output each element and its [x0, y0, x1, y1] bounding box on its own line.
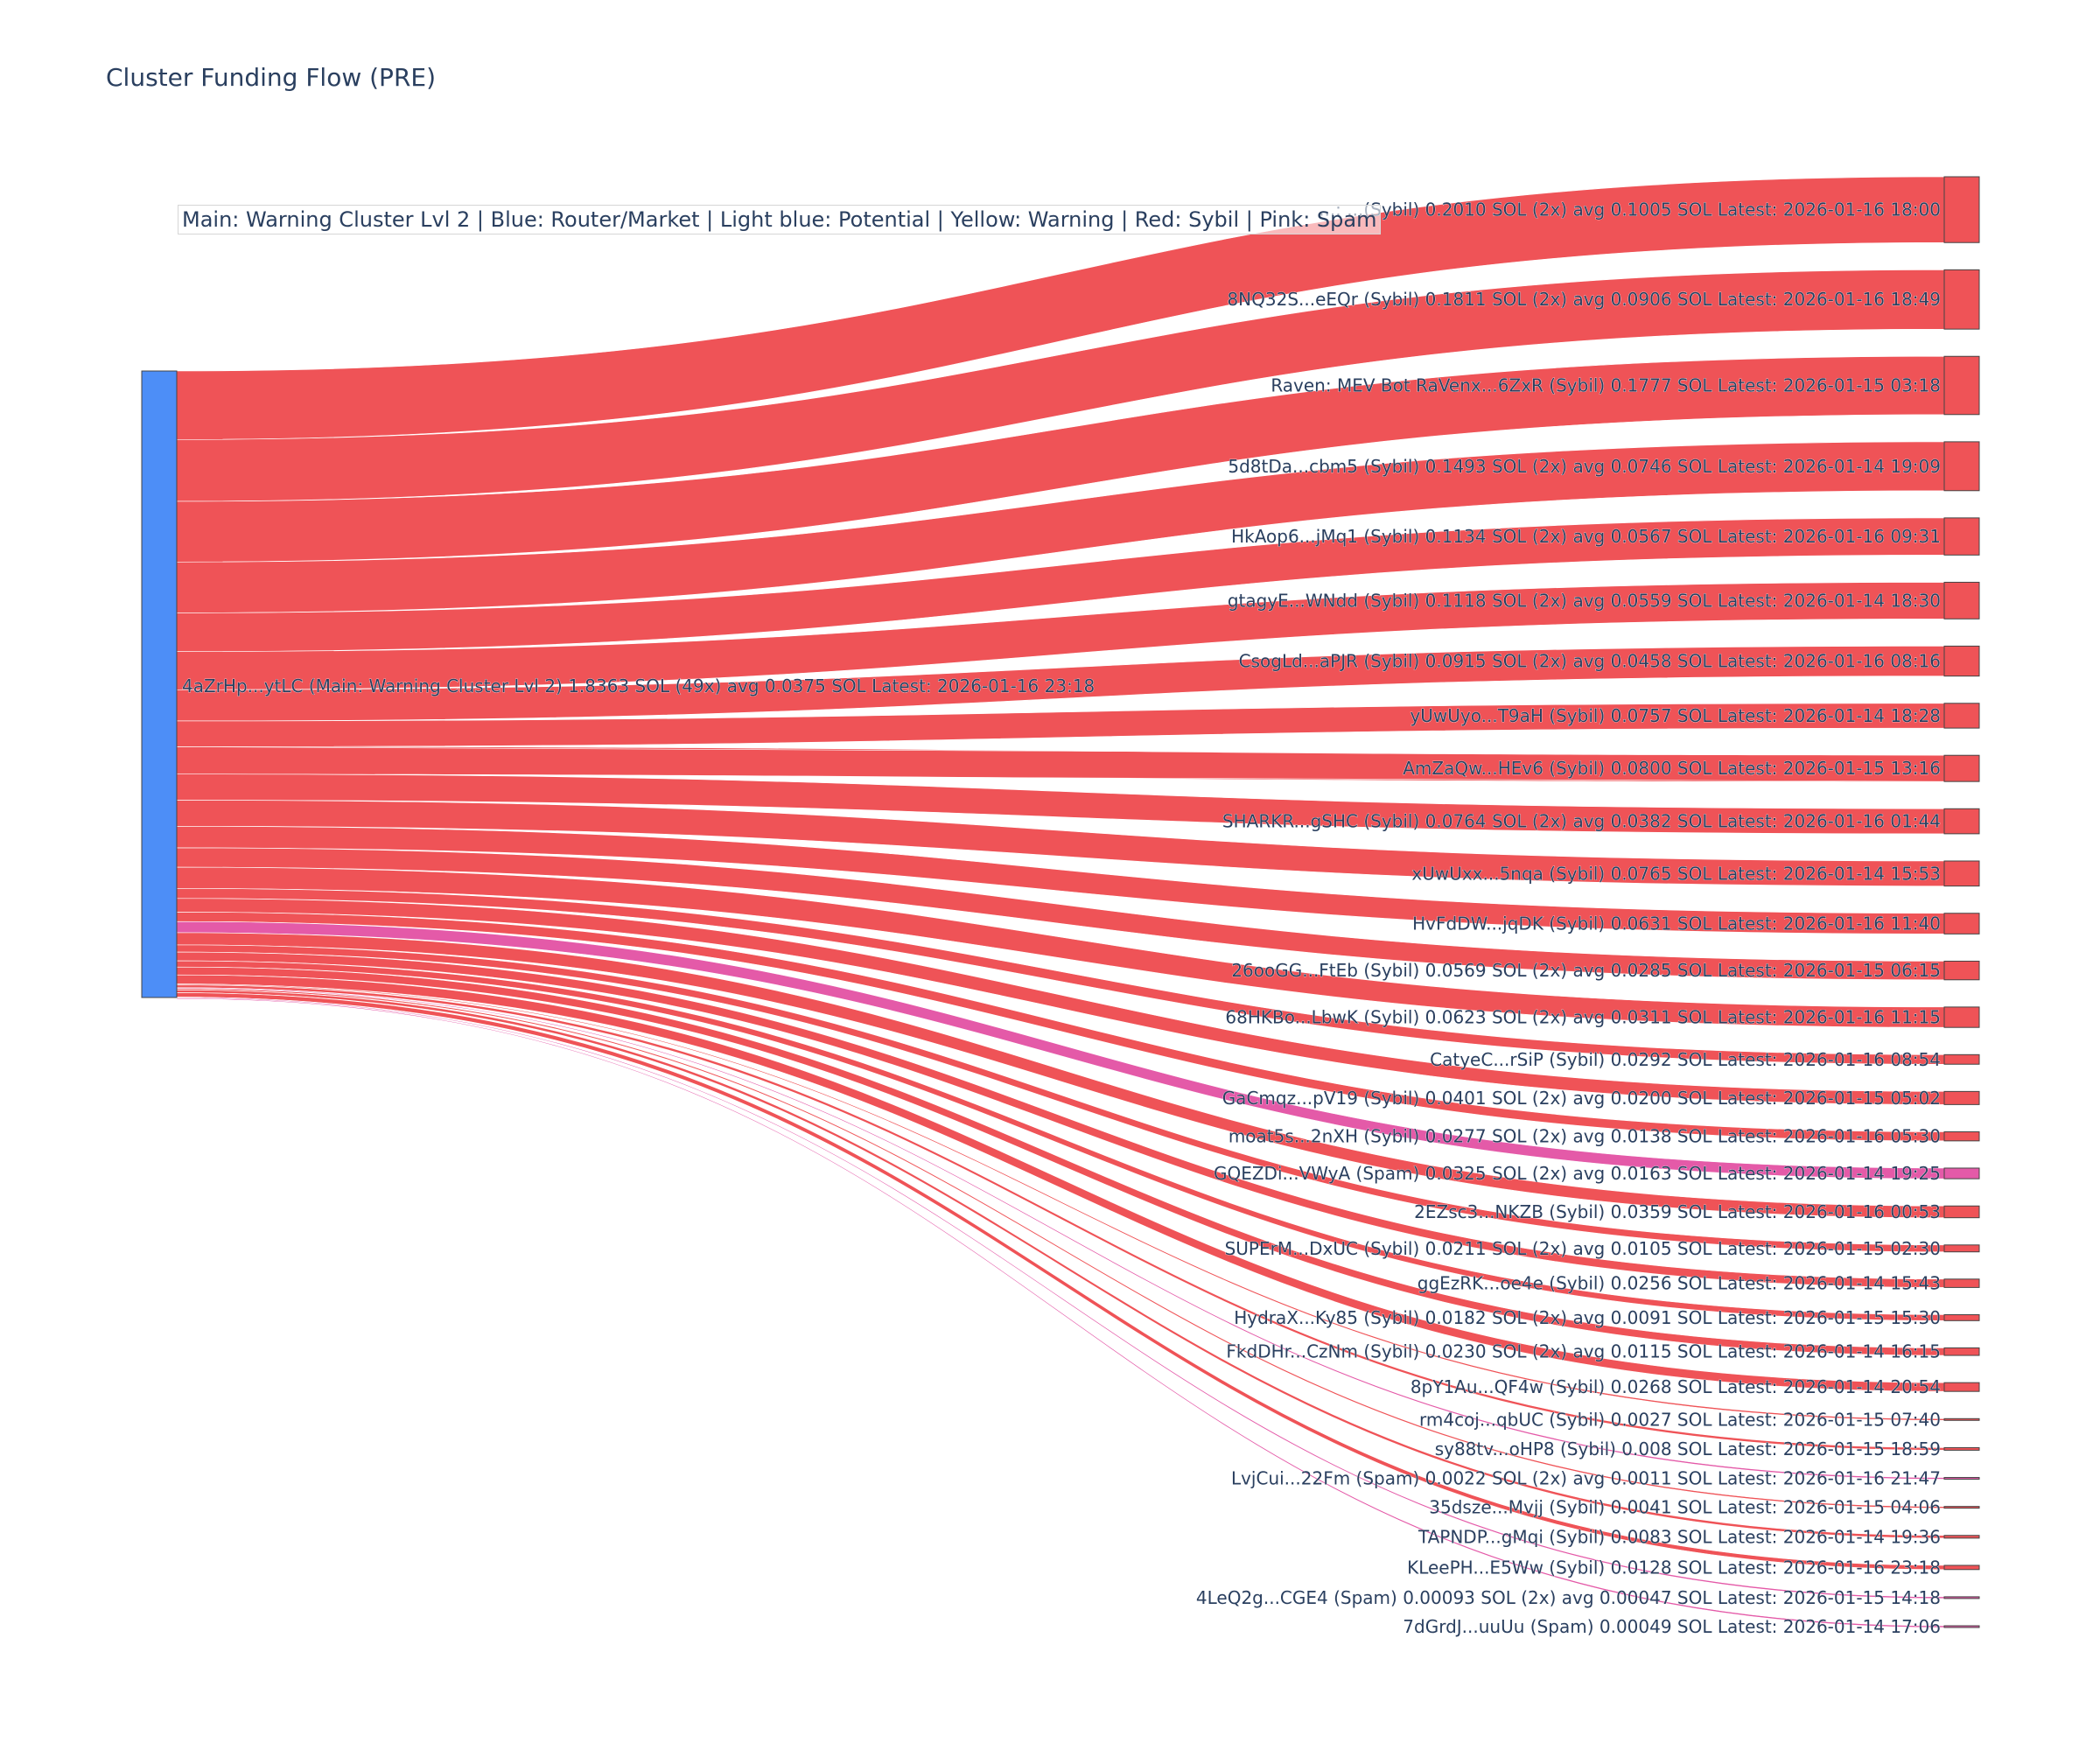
target-node-29[interactable] [1943, 1564, 1980, 1571]
sankey-nodes [141, 176, 1980, 1628]
target-label-2: Raven: MEV Bot RaVenx...6ZxR (Sybil) 0.1… [1270, 375, 1941, 396]
target-node-1[interactable] [1943, 269, 1980, 330]
target-node-15[interactable] [1943, 1090, 1980, 1105]
target-label-12: 26ooGG...FtEb (Sybil) 0.0569 SOL (2x) av… [1231, 960, 1941, 981]
target-node-10[interactable] [1943, 860, 1980, 887]
target-node-16[interactable] [1943, 1130, 1980, 1142]
target-label-10: xUwUxx...5nqa (Sybil) 0.0765 SOL Latest:… [1411, 863, 1941, 884]
target-node-9[interactable] [1943, 808, 1980, 835]
target-node-27[interactable] [1943, 1506, 1980, 1509]
target-node-11[interactable] [1943, 913, 1980, 934]
target-node-13[interactable] [1943, 1006, 1980, 1028]
target-node-30[interactable] [1943, 1596, 1980, 1600]
target-label-15: GaCmqz...pV19 (Sybil) 0.0401 SOL (2x) av… [1222, 1088, 1941, 1109]
target-label-24: rm4coj...qbUC (Sybil) 0.0027 SOL Latest:… [1419, 1409, 1941, 1430]
target-label-0: ...: ...(Sybil) 0.2010 SOL (2x) avg 0.10… [1319, 200, 1941, 220]
target-label-31: 7dGrdJ...uuUu (Spam) 0.00049 SOL Latest:… [1403, 1616, 1941, 1637]
target-label-23: 8pY1Au...QF4w (Sybil) 0.0268 SOL Latest:… [1410, 1376, 1941, 1397]
target-label-4: HkAop6...jMq1 (Sybil) 0.1134 SOL (2x) av… [1231, 526, 1941, 547]
target-label-14: CatyeC...rSiP (Sybil) 0.0292 SOL Latest:… [1430, 1049, 1941, 1070]
sankey-links [176, 176, 1945, 1628]
target-node-18[interactable] [1943, 1205, 1980, 1219]
target-label-30: 4LeQ2g...CGE4 (Spam) 0.00093 SOL (2x) av… [1196, 1587, 1941, 1608]
target-label-21: HydraX...Ky85 (Sybil) 0.0182 SOL (2x) av… [1234, 1307, 1941, 1328]
target-node-28[interactable] [1943, 1535, 1980, 1539]
target-node-12[interactable] [1943, 960, 1980, 981]
target-node-17[interactable] [1943, 1167, 1980, 1180]
target-label-9: SHARKR...gSHC (Sybil) 0.0764 SOL (2x) av… [1222, 811, 1941, 832]
target-node-24[interactable] [1943, 1418, 1980, 1421]
target-label-20: ggEzRK...oe4e (Sybil) 0.0256 SOL Latest:… [1418, 1273, 1941, 1294]
target-node-4[interactable] [1943, 517, 1980, 556]
target-node-6[interactable] [1943, 645, 1980, 677]
legend-annotation: Main: Warning Cluster Lvl 2 | Blue: Rout… [178, 205, 1382, 234]
target-node-31[interactable] [1943, 1625, 1980, 1628]
target-node-21[interactable] [1943, 1314, 1980, 1321]
target-node-22[interactable] [1943, 1347, 1980, 1356]
target-node-3[interactable] [1943, 441, 1980, 492]
target-node-26[interactable] [1943, 1477, 1980, 1480]
target-node-14[interactable] [1943, 1054, 1980, 1065]
target-node-8[interactable] [1943, 754, 1980, 782]
source-label: 4aZrHp...ytLC (Main: Warning Cluster Lvl… [182, 676, 1095, 696]
chart-title: Cluster Funding Flow (PRE) [106, 63, 437, 92]
target-label-11: HvFdDW...jqDK (Sybil) 0.0631 SOL Latest:… [1412, 914, 1941, 934]
target-label-3: 5d8tDa...cbm5 (Sybil) 0.1493 SOL (2x) av… [1228, 456, 1941, 477]
target-label-18: 2EZsc3...NKZB (Sybil) 0.0359 SOL Latest:… [1414, 1201, 1941, 1222]
target-label-16: moat5s...2nXH (Sybil) 0.0277 SOL (2x) av… [1228, 1126, 1941, 1147]
target-node-0[interactable] [1943, 176, 1980, 243]
target-label-22: FkdDHr...CzNm (Sybil) 0.0230 SOL (2x) av… [1226, 1341, 1941, 1362]
target-label-17: GQEZDi...VWyA (Spam) 0.0325 SOL (2x) avg… [1214, 1163, 1941, 1184]
target-node-25[interactable] [1943, 1446, 1980, 1451]
target-label-5: gtagyE...WNdd (Sybil) 0.1118 SOL (2x) av… [1228, 590, 1941, 611]
target-node-20[interactable] [1943, 1278, 1980, 1288]
target-label-29: KLeePH...E5Ww (Sybil) 0.0128 SOL Latest:… [1407, 1557, 1941, 1578]
target-label-13: 68HKBo...LbwK (Sybil) 0.0623 SOL (2x) av… [1225, 1007, 1941, 1028]
target-node-23[interactable] [1943, 1382, 1980, 1392]
target-label-19: SUPErM...DxUC (Sybil) 0.0211 SOL (2x) av… [1225, 1238, 1941, 1259]
target-label-26: LvjCui...22Fm (Spam) 0.0022 SOL (2x) avg… [1231, 1468, 1941, 1489]
target-label-6: CsogLd...aPJR (Sybil) 0.0915 SOL (2x) av… [1239, 651, 1941, 672]
target-label-8: AmZaQw...HEv6 (Sybil) 0.0800 SOL Latest:… [1403, 758, 1941, 779]
target-label-27: 35dsze...Mvjj (Sybil) 0.0041 SOL Latest:… [1429, 1497, 1941, 1518]
target-node-2[interactable] [1943, 355, 1980, 416]
sankey-labels: ...: ...(Sybil) 0.2010 SOL (2x) avg 0.10… [182, 199, 1942, 1637]
target-label-1: 8NQ32S...eEQr (Sybil) 0.1811 SOL (2x) av… [1227, 289, 1941, 310]
target-label-25: sy88tv...oHP8 (Sybil) 0.008 SOL Latest: … [1435, 1438, 1941, 1460]
target-node-7[interactable] [1943, 703, 1980, 729]
target-node-19[interactable] [1943, 1244, 1980, 1253]
target-label-28: TAPNDP...gMqi (Sybil) 0.0083 SOL Latest:… [1418, 1526, 1941, 1547]
target-node-5[interactable] [1943, 581, 1980, 620]
source-node[interactable] [141, 370, 178, 998]
target-label-7: yUwUyo...T9aH (Sybil) 0.0757 SOL Latest:… [1410, 705, 1941, 726]
